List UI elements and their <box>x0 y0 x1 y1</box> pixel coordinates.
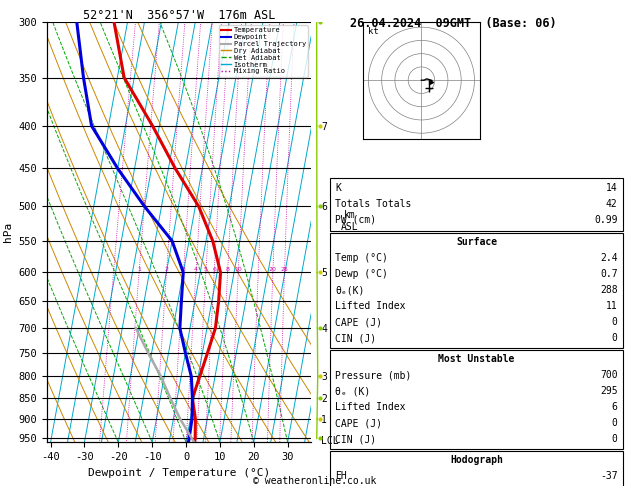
Text: 10: 10 <box>235 267 242 272</box>
Text: 295: 295 <box>600 386 618 397</box>
Text: 14: 14 <box>606 183 618 193</box>
Text: EH: EH <box>335 471 347 482</box>
Text: Most Unstable: Most Unstable <box>438 354 515 364</box>
Text: 3: 3 <box>181 267 186 272</box>
Text: 0: 0 <box>612 333 618 344</box>
Text: 288: 288 <box>600 285 618 295</box>
Text: © weatheronline.co.uk: © weatheronline.co.uk <box>253 476 376 486</box>
Text: CIN (J): CIN (J) <box>335 434 376 445</box>
Text: 20: 20 <box>269 267 277 272</box>
Text: Lifted Index: Lifted Index <box>335 402 406 413</box>
Text: Pressure (mb): Pressure (mb) <box>335 370 411 381</box>
Text: Temp (°C): Temp (°C) <box>335 253 388 263</box>
Text: θₑ (K): θₑ (K) <box>335 386 370 397</box>
Text: CIN (J): CIN (J) <box>335 333 376 344</box>
Text: 11: 11 <box>606 301 618 312</box>
Text: 1: 1 <box>137 267 141 272</box>
Text: 26.04.2024  09GMT  (Base: 06): 26.04.2024 09GMT (Base: 06) <box>350 17 556 30</box>
Text: kt: kt <box>369 27 379 36</box>
Text: 0.7: 0.7 <box>600 269 618 279</box>
Legend: Temperature, Dewpoint, Parcel Trajectory, Dry Adiabat, Wet Adiabat, Isotherm, Mi: Temperature, Dewpoint, Parcel Trajectory… <box>219 25 308 76</box>
Text: 25: 25 <box>281 267 288 272</box>
Text: 6: 6 <box>612 402 618 413</box>
Text: 0: 0 <box>612 418 618 429</box>
Text: 700: 700 <box>600 370 618 381</box>
X-axis label: Dewpoint / Temperature (°C): Dewpoint / Temperature (°C) <box>88 468 270 478</box>
Text: Lifted Index: Lifted Index <box>335 301 406 312</box>
Y-axis label: km
ASL: km ASL <box>341 210 359 232</box>
Y-axis label: hPa: hPa <box>3 222 13 242</box>
Text: 0.99: 0.99 <box>594 215 618 225</box>
Text: PW (cm): PW (cm) <box>335 215 376 225</box>
Text: 2.4: 2.4 <box>600 253 618 263</box>
Text: Dewp (°C): Dewp (°C) <box>335 269 388 279</box>
Text: 5: 5 <box>204 267 208 272</box>
Text: 6: 6 <box>212 267 216 272</box>
Text: CAPE (J): CAPE (J) <box>335 317 382 328</box>
Text: Hodograph: Hodograph <box>450 455 503 466</box>
Text: 0: 0 <box>612 317 618 328</box>
Text: CAPE (J): CAPE (J) <box>335 418 382 429</box>
Text: θₑ(K): θₑ(K) <box>335 285 365 295</box>
Text: Surface: Surface <box>456 237 497 247</box>
Text: K: K <box>335 183 341 193</box>
Text: 4: 4 <box>194 267 198 272</box>
Text: -37: -37 <box>600 471 618 482</box>
Text: 42: 42 <box>606 199 618 209</box>
Text: 2: 2 <box>165 267 169 272</box>
Text: 0: 0 <box>612 434 618 445</box>
Text: Totals Totals: Totals Totals <box>335 199 411 209</box>
Text: 8: 8 <box>226 267 230 272</box>
Title: 52°21'N  356°57'W  176m ASL: 52°21'N 356°57'W 176m ASL <box>83 9 276 22</box>
